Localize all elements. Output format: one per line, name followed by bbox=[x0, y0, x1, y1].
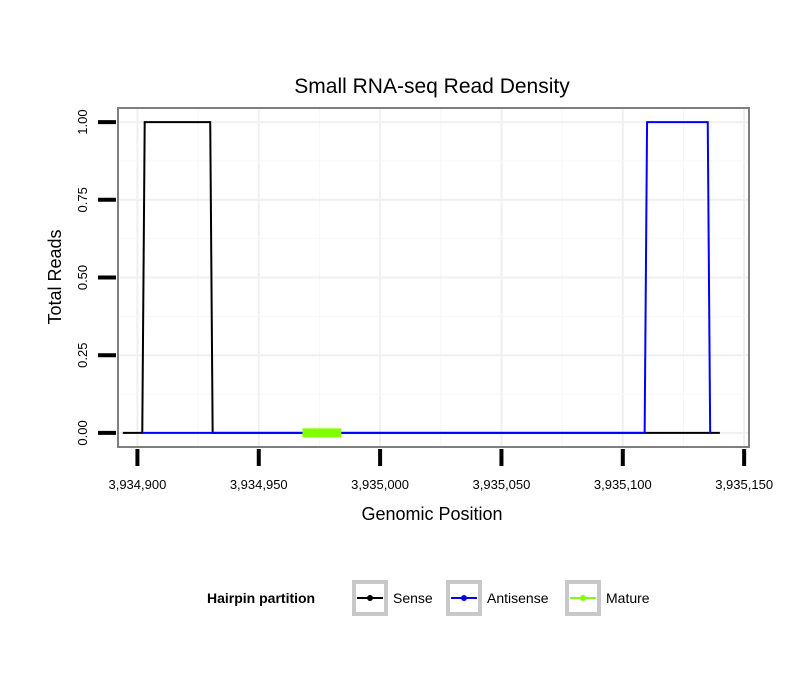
x-tick-label: 3,934,900 bbox=[108, 477, 166, 492]
axis-layer: 3,934,900 3,934,950 3,935,000 3,935,050 3,93… bbox=[75, 109, 773, 492]
y-tick-label: 0.75 bbox=[75, 187, 90, 212]
x-axis-label: Genomic Position bbox=[361, 504, 502, 524]
series-layer bbox=[122, 121, 720, 438]
y-tick-label: 1.00 bbox=[75, 109, 90, 134]
x-tick-label: 3,935,050 bbox=[473, 477, 531, 492]
legend-key-point bbox=[580, 595, 586, 601]
legend: Hairpin partition Sense Antisense Mature bbox=[207, 580, 650, 616]
chart-title: Small RNA-seq Read Density bbox=[294, 75, 570, 98]
y-tick-label: 0.50 bbox=[75, 265, 90, 290]
legend-entry-label: Antisense bbox=[487, 590, 549, 606]
legend-key-point bbox=[367, 595, 373, 601]
x-tick-label: 3,935,000 bbox=[351, 477, 409, 492]
x-tick-label: 3,934,950 bbox=[230, 477, 288, 492]
legend-key-point bbox=[461, 595, 467, 601]
y-tick-label: 0.00 bbox=[75, 420, 90, 445]
y-tick-label: 0.25 bbox=[75, 343, 90, 368]
plot-border bbox=[117, 107, 750, 448]
legend-entry-label: Mature bbox=[606, 590, 650, 606]
x-tick-label: 3,935,100 bbox=[594, 477, 652, 492]
series-line-antisense bbox=[142, 121, 712, 434]
y-axis-label: Total Reads bbox=[45, 229, 65, 324]
legend-entry-label: Sense bbox=[393, 590, 433, 606]
legend-title: Hairpin partition bbox=[207, 590, 315, 606]
x-tick-label: 3,935,150 bbox=[715, 477, 773, 492]
